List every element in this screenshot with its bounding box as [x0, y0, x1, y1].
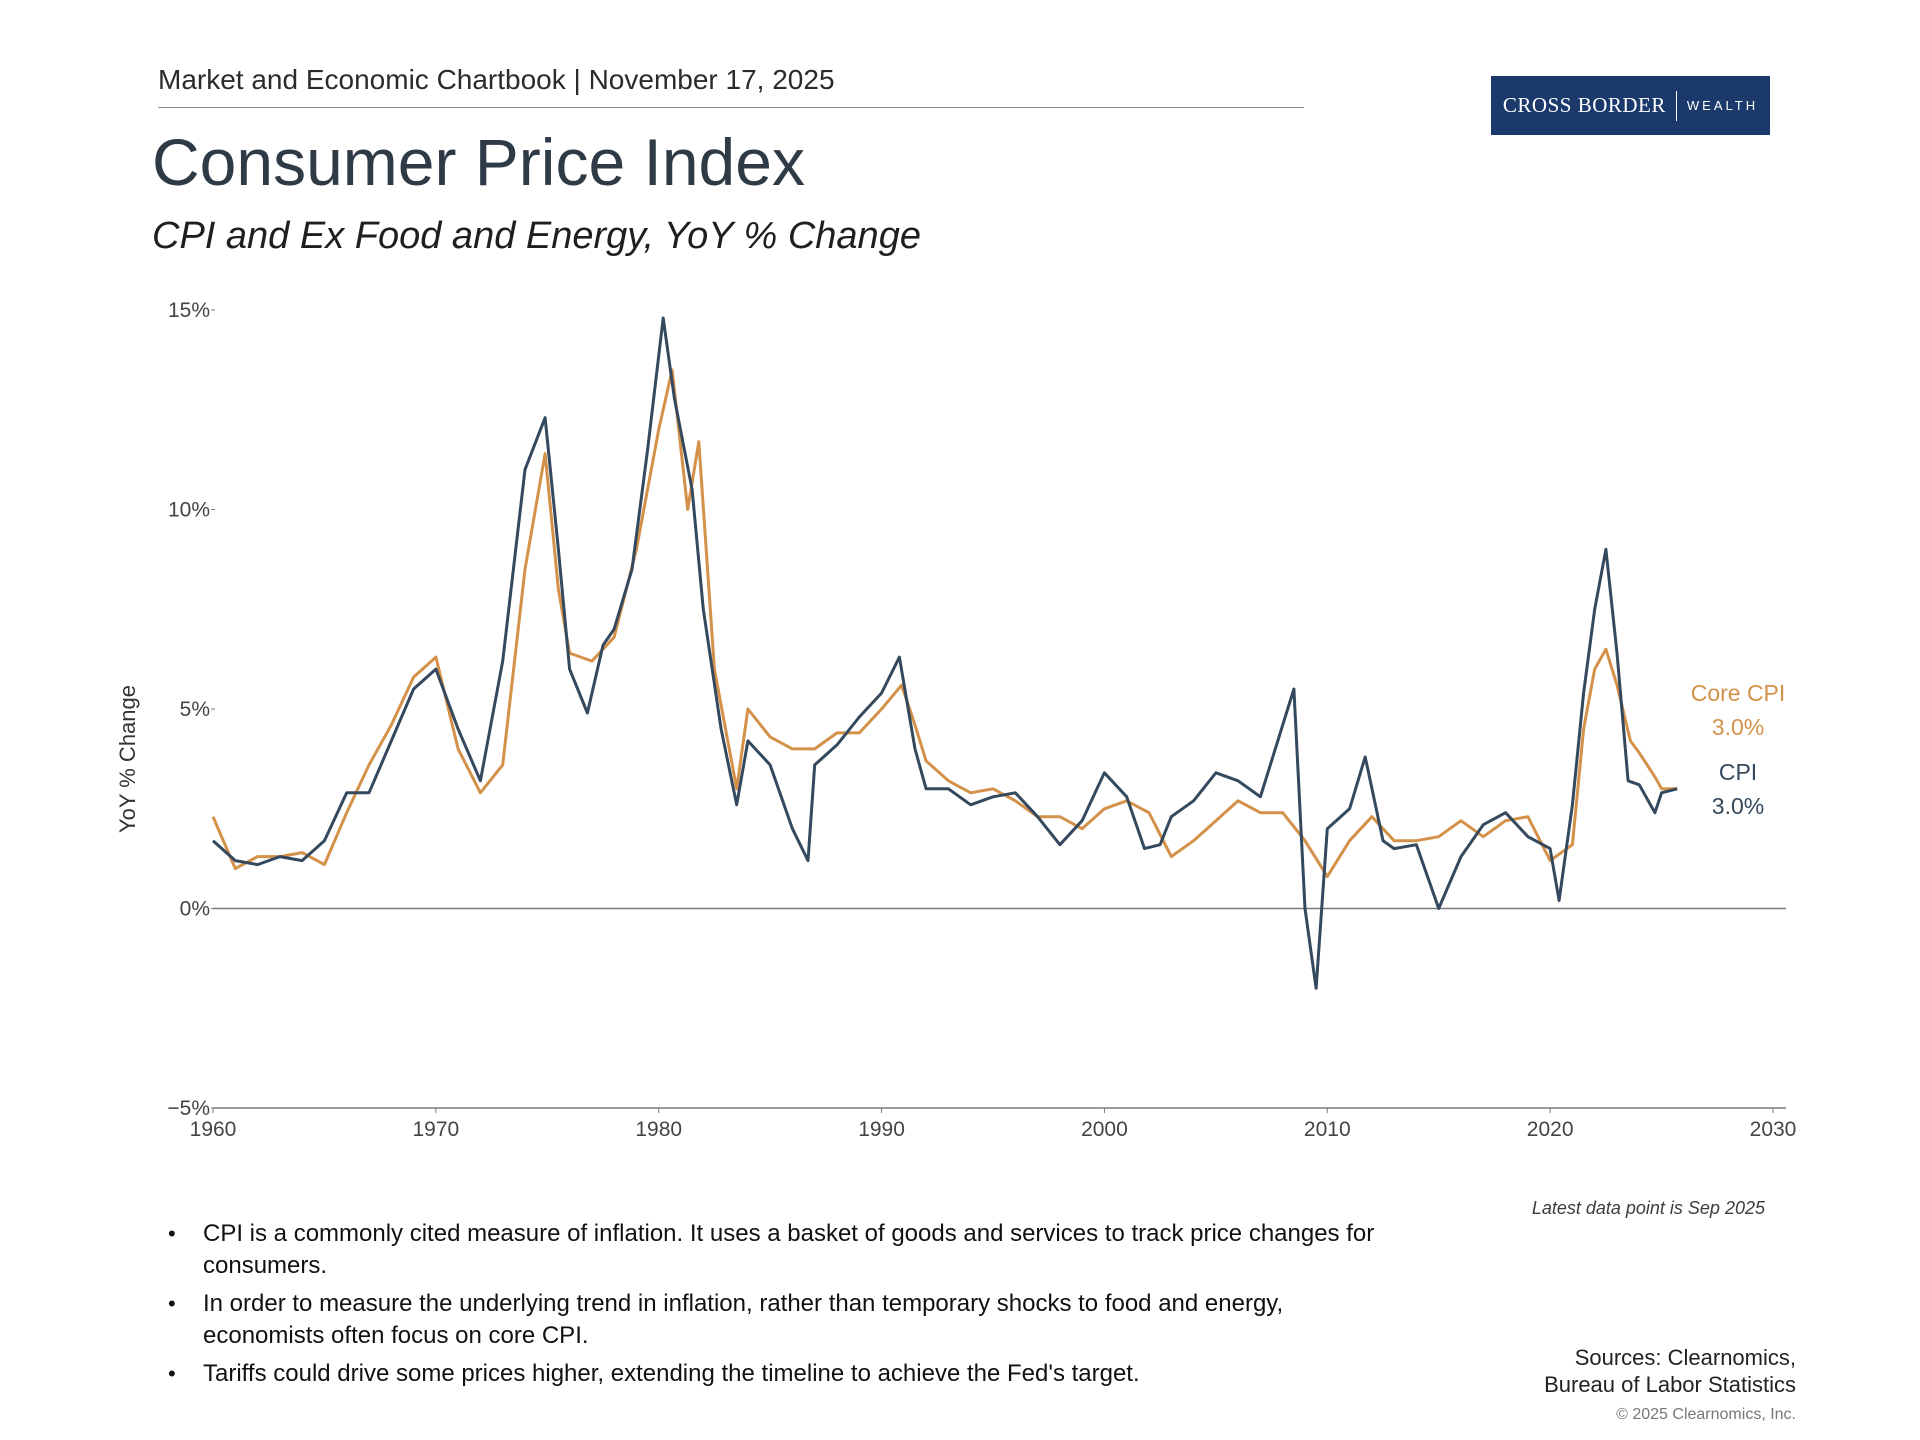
- key-points-list: • CPI is a commonly cited measure of infl…: [168, 1218, 1408, 1396]
- y-tick-label: 0%: [180, 898, 210, 921]
- page-subtitle: CPI and Ex Food and Energy, YoY % Change: [152, 215, 921, 257]
- bullet-item: • In order to measure the underlying tren…: [168, 1288, 1408, 1352]
- copyright-note: © 2025 Clearnomics, Inc.: [1616, 1406, 1796, 1423]
- y-tick-label: 15%: [168, 299, 210, 322]
- logo-name: CROSS BORDER: [1502, 93, 1666, 117]
- core-cpi-series-line: [211, 368, 1678, 879]
- bullet-text: Tariffs could drive some prices higher, …: [203, 1360, 1140, 1387]
- logo-separator: [1675, 90, 1677, 121]
- y-tick-label: 10%: [168, 499, 210, 522]
- bullet-text: CPI is a commonly cited measure of infla…: [203, 1220, 1375, 1279]
- bullet-item: • Tariffs could drive some prices higher,…: [168, 1358, 1408, 1390]
- y-axis-label: YoY % Change: [115, 685, 140, 833]
- cpi-end-value: 3.0%: [1712, 793, 1764, 819]
- bullet-icon: •: [168, 1361, 176, 1386]
- x-tick-label: 2030: [1750, 1118, 1797, 1141]
- sources-line-2: Bureau of Labor Statistics: [1544, 1372, 1796, 1397]
- sources-note: Sources: Clearnomics, Bureau of Labor St…: [1380, 1344, 1796, 1398]
- bullet-icon: •: [168, 1291, 176, 1316]
- x-tick-label: 1960: [190, 1118, 237, 1141]
- core-cpi-end-label: Core CPI: [1691, 680, 1786, 706]
- brand-logo: CROSS BORDER WEALTH: [1491, 76, 1770, 135]
- x-tick-label: 2010: [1304, 1118, 1351, 1141]
- x-tick-label: 2000: [1081, 1118, 1128, 1141]
- chartbook-header: Market and Economic Chartbook | November…: [158, 64, 835, 95]
- y-tick-label: −5%: [167, 1097, 210, 1120]
- x-tick-label: 1990: [858, 1118, 905, 1141]
- latest-data-note: Latest data point is Sep 2025: [1531, 1198, 1765, 1218]
- bullet-icon: •: [168, 1221, 176, 1246]
- y-tick-label: 5%: [180, 698, 210, 721]
- header-divider: [158, 107, 1304, 108]
- cpi-series-line: [212, 316, 1678, 990]
- logo-subtitle: WEALTH: [1686, 98, 1759, 113]
- sources-line-1: Sources: Clearnomics,: [1574, 1345, 1796, 1370]
- cpi-end-label: CPI: [1719, 759, 1757, 785]
- core-cpi-end-value: 3.0%: [1712, 714, 1764, 740]
- cpi-line-chart: −5% 0% 5% 10% 15% 1960 1970 1980 1990 2000 2010 202…: [115, 299, 1797, 1141]
- page-title: Consumer Price Index: [152, 125, 805, 199]
- x-tick-label: 2020: [1527, 1118, 1574, 1141]
- x-tick-label: 1980: [635, 1118, 682, 1141]
- x-tick-label: 1970: [412, 1118, 459, 1141]
- bullet-item: • CPI is a commonly cited measure of infl…: [168, 1218, 1408, 1282]
- bullet-text: In order to measure the underlying trend…: [203, 1290, 1284, 1349]
